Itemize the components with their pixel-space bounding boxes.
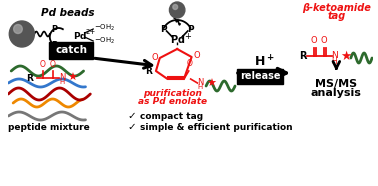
Text: O: O	[40, 60, 46, 69]
Text: ★: ★	[206, 79, 216, 89]
Text: analysis: analysis	[311, 88, 362, 98]
Text: H: H	[60, 79, 65, 85]
Text: O: O	[193, 51, 200, 60]
Circle shape	[14, 25, 22, 33]
Text: O: O	[50, 60, 56, 69]
Text: P: P	[51, 25, 58, 33]
Text: P: P	[187, 25, 194, 33]
Circle shape	[173, 4, 178, 9]
Text: $\bf{Pd}$: $\bf{Pd}$	[169, 33, 185, 45]
Text: P: P	[160, 25, 167, 33]
FancyBboxPatch shape	[49, 41, 93, 59]
Text: $\mathbf{H^+}$: $\mathbf{H^+}$	[254, 54, 274, 70]
Text: tag: tag	[327, 11, 345, 21]
Text: O: O	[311, 36, 318, 45]
Text: O: O	[321, 36, 327, 45]
Text: purification: purification	[143, 89, 202, 97]
Text: H: H	[332, 57, 337, 65]
Text: as Pd enolate: as Pd enolate	[138, 97, 207, 105]
Text: 2+: 2+	[85, 29, 96, 35]
Text: H: H	[198, 84, 203, 90]
Text: P: P	[51, 41, 58, 49]
Text: catch: catch	[55, 45, 87, 55]
Text: ★: ★	[67, 73, 77, 83]
Text: MS/MS: MS/MS	[315, 79, 358, 89]
Text: R: R	[26, 73, 33, 83]
Text: R: R	[145, 67, 152, 76]
Text: ✓: ✓	[127, 122, 136, 132]
Text: release: release	[240, 71, 280, 81]
FancyBboxPatch shape	[237, 68, 283, 84]
Text: $-$OH$_2$: $-$OH$_2$	[94, 23, 116, 33]
Text: N: N	[331, 51, 338, 60]
Text: O: O	[187, 59, 193, 68]
Circle shape	[169, 2, 185, 18]
Text: $\bf{Pd}$: $\bf{Pd}$	[73, 30, 87, 41]
Text: compact tag: compact tag	[139, 111, 203, 121]
Text: N: N	[59, 73, 65, 81]
Text: $-$OH$_2$: $-$OH$_2$	[94, 36, 116, 46]
Text: peptide mixture: peptide mixture	[8, 124, 90, 132]
Circle shape	[9, 21, 34, 47]
Text: +: +	[184, 31, 191, 41]
Text: Pd beads: Pd beads	[42, 8, 95, 18]
Text: R: R	[299, 51, 306, 61]
Text: simple & efficient purification: simple & efficient purification	[139, 123, 292, 132]
Text: ★: ★	[340, 49, 352, 62]
Text: β-ketoamide: β-ketoamide	[302, 3, 371, 13]
Text: O: O	[152, 52, 158, 62]
Text: N: N	[197, 78, 203, 86]
Text: ✓: ✓	[127, 111, 136, 121]
